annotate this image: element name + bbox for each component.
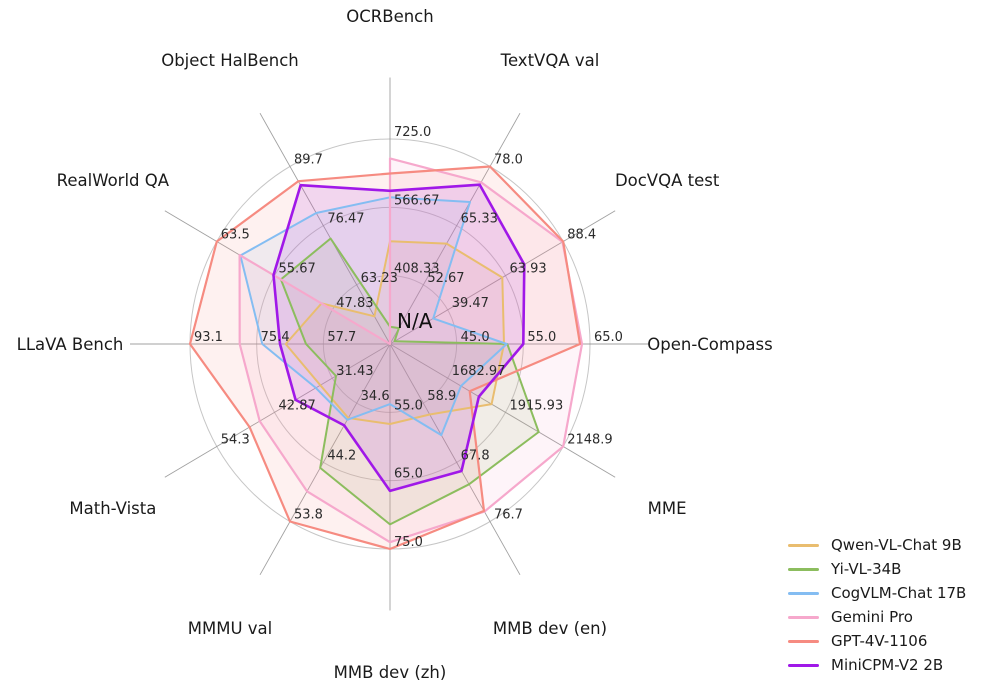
legend-item-2: CogVLM-Chat 17B <box>788 581 966 605</box>
axis-label-6: MMB dev (zh) <box>334 663 447 682</box>
tick-label-1-1: 52.67 <box>427 271 464 286</box>
tick-label-0-3: 725.0 <box>394 125 431 140</box>
axis-label-1: TextVQA val <box>500 51 600 70</box>
tick-label-6-2: 65.0 <box>394 467 423 482</box>
legend-swatch-icon <box>788 543 819 547</box>
tick-label-10-1: 47.83 <box>336 296 373 311</box>
axis-label-3: Open-Compass <box>647 335 773 354</box>
tick-label-8-3: 54.3 <box>221 433 250 448</box>
tick-label-2-3: 88.4 <box>567 228 596 243</box>
tick-label-5-2: 67.8 <box>461 448 490 463</box>
tick-label-9-1: 57.7 <box>327 330 356 345</box>
tick-label-10-2: 55.67 <box>279 262 316 277</box>
tick-label-9-2: 75.4 <box>261 330 290 345</box>
grid-spoke-7 <box>259 343 391 576</box>
grid-spoke-1 <box>389 112 521 345</box>
tick-label-6-3: 75.0 <box>394 535 423 550</box>
tick-label-7-3: 53.8 <box>294 508 323 523</box>
tick-label-1-2: 65.33 <box>461 212 498 227</box>
tick-label-3-3: 65.0 <box>594 330 623 345</box>
legend-label: Gemini Pro <box>831 608 913 626</box>
tick-label-4-3: 2148.9 <box>567 433 613 448</box>
axis-label-4: MME <box>648 499 687 518</box>
legend-label: CogVLM-Chat 17B <box>831 584 967 602</box>
center-na-label: N/A <box>397 309 433 333</box>
tick-label-8-2: 42.87 <box>279 398 316 413</box>
tick-label-3-2: 55.0 <box>527 330 556 345</box>
tick-label-3-1: 45.0 <box>461 330 490 345</box>
legend-label: MiniCPM-V2 2B <box>831 656 944 674</box>
axis-label-8: Math-Vista <box>69 499 156 518</box>
tick-label-0-1: 408.33 <box>394 262 440 277</box>
legend-item-0: Qwen-VL-Chat 9B <box>788 533 966 557</box>
legend-swatch-icon <box>788 567 819 571</box>
legend-item-4: GPT-4V-1106 <box>788 629 966 653</box>
axis-label-11: Object HalBench <box>161 51 299 70</box>
legend-label: Qwen-VL-Chat 9B <box>831 536 962 554</box>
legend: Qwen-VL-Chat 9B Yi-VL-34B CogVLM-Chat 17B G… <box>788 533 966 677</box>
series-fill-3 <box>239 158 582 543</box>
legend-item-3: Gemini Pro <box>788 605 966 629</box>
tick-label-6-1: 55.0 <box>394 398 423 413</box>
tick-label-5-3: 76.7 <box>494 508 523 523</box>
axis-label-10: RealWorld QA <box>57 171 170 190</box>
series-fill-0 <box>285 241 504 424</box>
grid-spoke-11 <box>259 112 391 345</box>
legend-item-5: MiniCPM-V2 2B <box>788 653 966 677</box>
tick-label-11-3: 89.7 <box>294 152 323 167</box>
legend-swatch-icon <box>788 663 819 667</box>
tick-label-2-2: 63.93 <box>509 262 546 277</box>
series-line-5 <box>272 183 526 493</box>
axis-label-5: MMB dev (en) <box>493 619 607 638</box>
tick-label-7-2: 44.2 <box>327 448 356 463</box>
grid-spoke-4 <box>389 343 616 478</box>
tick-label-1-3: 78.0 <box>494 152 523 167</box>
tick-label-7-1: 34.6 <box>361 389 390 404</box>
tick-label-11-2: 76.47 <box>327 212 364 227</box>
legend-label: GPT-4V-1106 <box>831 632 928 650</box>
legend-label: Yi-VL-34B <box>831 560 902 578</box>
tick-label-4-2: 1915.93 <box>509 398 563 413</box>
axis-label-9: LLaVA Bench <box>17 335 124 354</box>
tick-label-2-1: 39.47 <box>452 296 489 311</box>
tick-label-11-1: 63.23 <box>361 271 398 286</box>
grid-spoke-5 <box>389 343 521 576</box>
legend-item-1: Yi-VL-34B <box>788 557 966 581</box>
tick-label-10-3: 63.5 <box>221 228 250 243</box>
legend-swatch-icon <box>788 615 819 619</box>
tick-label-0-2: 566.67 <box>394 193 440 208</box>
tick-label-9-3: 93.1 <box>194 330 223 345</box>
legend-swatch-icon <box>788 639 819 643</box>
axis-label-0: OCRBench <box>346 7 433 26</box>
axis-label-2: DocVQA test <box>615 171 720 190</box>
tick-label-5-1: 58.9 <box>427 389 456 404</box>
axis-label-7: MMMU val <box>188 619 273 638</box>
grid-spoke-8 <box>164 343 391 478</box>
series-fill-4 <box>190 166 580 549</box>
tick-label-8-1: 31.43 <box>336 364 373 379</box>
series-line-4 <box>188 165 582 551</box>
tick-label-4-1: 1682.97 <box>452 364 506 379</box>
legend-swatch-icon <box>788 591 819 595</box>
series-fill-5 <box>273 184 525 491</box>
